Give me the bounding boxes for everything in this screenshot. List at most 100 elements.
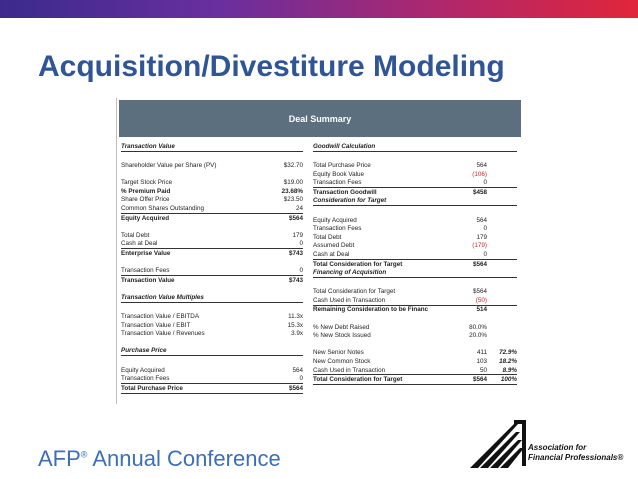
row-label: Transaction Value / EBIT — [121, 321, 191, 329]
row-value: 0 — [483, 179, 487, 187]
table-row: Equity Acquired 564 — [121, 366, 303, 375]
row-label: Remaining Consideration to be Financ — [313, 306, 429, 314]
section-header: Consideration for Target — [313, 197, 517, 207]
logo-line-1: Association for — [528, 443, 587, 452]
row-label: Goodwill Calculation — [313, 142, 376, 150]
row-label: Total Debt — [121, 231, 150, 239]
table-row: Cash Used in Transaction (50) — [313, 296, 517, 305]
row-label: Cash at Deal — [313, 250, 350, 258]
table-row: Transaction Value $743 — [121, 274, 303, 285]
row-label: % Premium Paid — [121, 187, 171, 195]
table-row: Equity Acquired 564 — [313, 216, 517, 225]
section-header: Financing of Acquisition — [313, 268, 517, 278]
row-label: Cash Used in Transaction — [313, 366, 386, 374]
table-row: Target Stock Price $19.00 — [121, 178, 303, 187]
row-value: (50) — [475, 296, 487, 304]
table-row: New Common Stock 103 18.2% — [313, 357, 517, 366]
row-label: Target Stock Price — [121, 179, 173, 187]
footer-registered-mark: ® — [80, 449, 88, 460]
spacer-row — [121, 258, 303, 267]
deal-summary-header: Deal Summary — [119, 100, 521, 137]
row-label: Cash at Deal — [121, 240, 158, 248]
table-row: Equity Acquired $564 — [121, 212, 303, 223]
row-value: $743 — [288, 276, 303, 284]
row-label: % New Stock Issued — [313, 332, 371, 340]
row-value: (179) — [472, 242, 487, 250]
row-value: 24 — [295, 204, 303, 212]
table-row: Total Debt 179 — [121, 231, 303, 240]
table-row: % Premium Paid 23.68% — [121, 187, 303, 196]
table-row: Shareholder Value per Share (PV) $32.70 — [121, 161, 303, 170]
row-value: (106) — [472, 170, 487, 178]
row-label: Assumed Debt — [313, 242, 355, 250]
table-row: Transaction Fees 0 — [121, 266, 303, 275]
row-value: 0 — [483, 225, 487, 233]
section-header: Goodwill Calculation — [313, 142, 517, 152]
row-label: Cash Used in Transaction — [313, 296, 386, 304]
row-label: Equity Acquired — [121, 366, 165, 374]
row-value: 564 — [292, 366, 303, 374]
row-label: Transaction Fees — [121, 267, 170, 275]
table-row: Transaction Fees 0 — [121, 374, 303, 383]
row-percent: 8.9% — [502, 366, 517, 374]
table-row: Enterprise Value $743 — [121, 248, 303, 258]
section-header: Transaction Value Multiples — [121, 293, 303, 303]
table-row: Equity Book Value (106) — [313, 170, 517, 179]
row-value: $19.00 — [283, 179, 303, 187]
table-row: Transaction Value / EBIT 15.3x — [121, 321, 303, 330]
right-column: Goodwill Calculation Total Purchase Price… — [313, 142, 517, 386]
table-row: Assumed Debt (179) — [313, 242, 517, 251]
row-label: Transaction Value — [121, 142, 175, 150]
table-row: Cash at Deal 0 — [313, 250, 517, 259]
row-value: $564 — [472, 288, 487, 296]
spacer-row — [313, 279, 517, 288]
afp-logo-text: Association for Financial Professionals® — [528, 443, 623, 463]
row-label: Transaction Fees — [313, 225, 362, 233]
table-row: Total Purchase Price $564 — [121, 383, 303, 394]
spacer-row — [121, 304, 303, 313]
row-value: $32.70 — [283, 161, 303, 169]
row-label: Total Purchase Price — [313, 161, 371, 169]
table-row: Transaction Value / EBITDA 11.3x — [121, 312, 303, 321]
spacer-row — [121, 338, 303, 347]
slide-title: Acquisition/Divestiture Modeling — [38, 50, 505, 83]
row-label: Total Consideration for Target — [313, 376, 403, 384]
table-row: Transaction Fees 0 — [313, 224, 517, 233]
footer-event: Annual Conference — [87, 446, 281, 471]
row-label: Purchase Price — [121, 347, 167, 355]
table-row: Share Offer Price $23.50 — [121, 196, 303, 205]
table-row: % New Debt Raised 80.0% — [313, 323, 517, 332]
row-value: 103 — [476, 358, 487, 366]
row-label: % New Debt Raised — [313, 323, 370, 331]
row-percent: 18.2% — [499, 358, 517, 366]
row-label: Share Offer Price — [121, 196, 170, 204]
row-value: $564 — [472, 376, 487, 384]
row-value: 564 — [476, 161, 487, 169]
row-value: 0 — [483, 250, 487, 258]
left-column: Transaction Value Shareholder Value per S… — [121, 142, 303, 394]
row-value: $458 — [472, 188, 487, 196]
row-label: Equity Acquired — [313, 216, 357, 224]
table-row: Transaction Goodwill $458 — [313, 186, 517, 197]
row-value: 0 — [299, 267, 303, 275]
row-percent: 72.9% — [499, 349, 517, 357]
row-value: 15.3x — [287, 321, 303, 329]
row-label: Financing of Acquisition — [313, 269, 387, 277]
row-value: $743 — [288, 249, 303, 257]
row-label: Transaction Goodwill — [313, 188, 377, 196]
row-value: $564 — [288, 384, 303, 392]
section-header: Purchase Price — [121, 347, 303, 357]
row-value: 411 — [476, 349, 487, 357]
afp-logo-icon — [470, 420, 526, 468]
row-value: 11.3x — [288, 313, 303, 321]
spacer-row — [121, 222, 303, 231]
row-value: $23.50 — [283, 196, 303, 204]
row-label: Consideration for Target — [313, 197, 387, 205]
row-label: Transaction Value / EBITDA — [121, 313, 200, 321]
row-label: Shareholder Value per Share (PV) — [121, 161, 217, 169]
row-value: 23.68% — [281, 187, 303, 195]
table-row: Transaction Value / Revenues 3.9x — [121, 329, 303, 338]
row-value: 179 — [476, 233, 487, 241]
row-label: Transaction Fees — [121, 375, 170, 383]
row-value: 179 — [292, 231, 303, 239]
